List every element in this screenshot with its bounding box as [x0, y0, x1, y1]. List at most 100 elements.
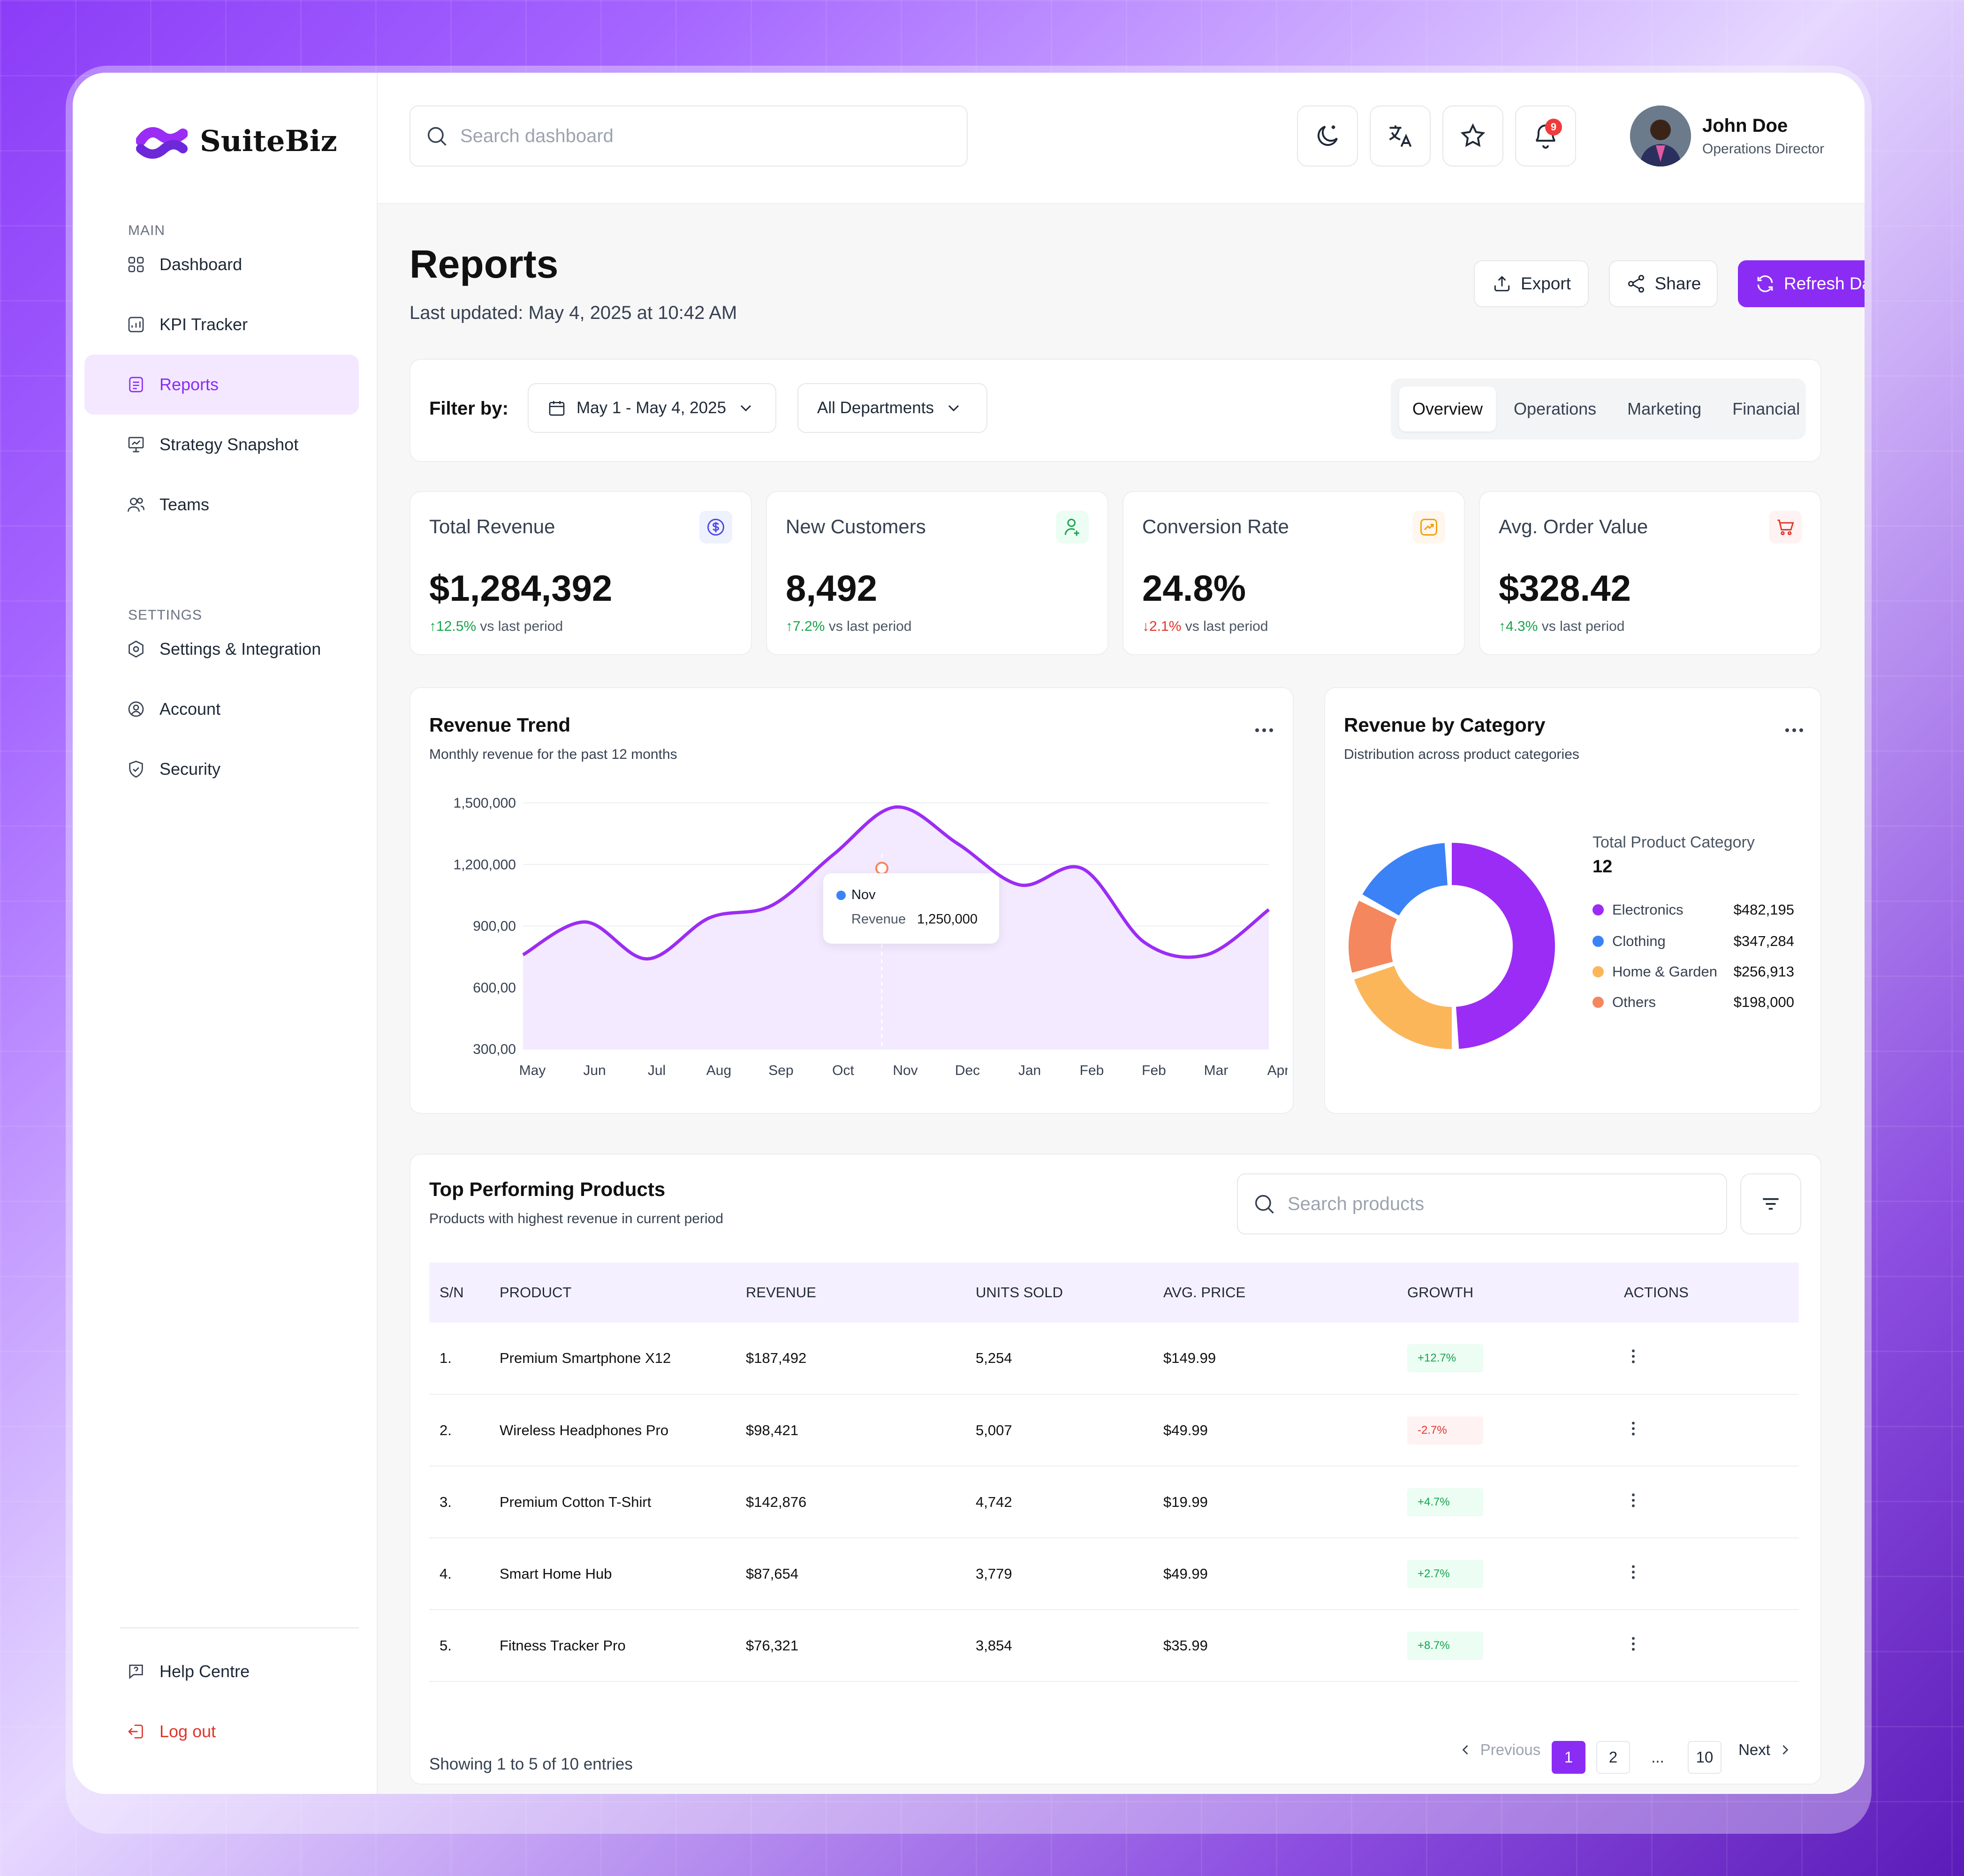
sidebar-item-security[interactable]: Security	[84, 739, 359, 799]
tab-marketing[interactable]: Marketing	[1627, 399, 1702, 418]
gear-icon	[129, 640, 144, 658]
sidebar-item-kpi-tracker[interactable]: KPI Tracker	[84, 295, 359, 355]
revenue-category-title: Revenue by Category	[1344, 714, 1546, 736]
legend-item: Others $198,000	[1592, 994, 1794, 1011]
revenue-trend-subtitle: Monthly revenue for the past 12 months	[429, 747, 677, 762]
share-icon	[1628, 275, 1644, 293]
row-units: 4,742	[976, 1466, 1163, 1538]
brand-logo[interactable]: SuiteBiz	[136, 120, 337, 162]
legend-label: Electronics	[1612, 901, 1683, 918]
product-search-bar[interactable]	[1237, 1173, 1727, 1234]
row-actions	[1624, 1466, 1799, 1538]
product-search-input[interactable]	[1288, 1193, 1710, 1215]
notifications-button[interactable]: 9	[1515, 106, 1576, 166]
more-options-icon[interactable]	[1252, 726, 1276, 735]
y-tick-label: 1,500,000	[454, 795, 516, 811]
y-tick-label: 900,00	[473, 919, 516, 934]
previous-label: Previous	[1480, 1741, 1541, 1758]
column-header[interactable]: GROWTH	[1407, 1263, 1624, 1323]
tooltip-dot	[836, 890, 846, 900]
nav-section-settings: SETTINGS	[128, 607, 203, 623]
user-profile[interactable]: John Doe Operations Director	[1630, 106, 1824, 166]
pagination-page[interactable]: 10	[1688, 1741, 1721, 1774]
column-header[interactable]: AVG. PRICE	[1163, 1263, 1407, 1323]
moon-icon	[1317, 125, 1338, 146]
column-header[interactable]: UNITS SOLD	[976, 1263, 1163, 1323]
chevron-down-icon	[740, 405, 751, 412]
row-units: 3,779	[976, 1538, 1163, 1610]
brand-name: SuiteBiz	[200, 123, 337, 158]
active-point[interactable]	[875, 862, 888, 875]
sidebar-item-account[interactable]: Account	[84, 679, 359, 739]
sidebar-item-logout[interactable]: Log out	[84, 1702, 359, 1762]
legend-dot	[1592, 966, 1604, 977]
revenue-category-donut	[1349, 843, 1555, 1049]
kebab-menu-icon[interactable]	[1624, 1347, 1643, 1366]
pagination-page[interactable]: 2	[1596, 1741, 1630, 1774]
legend-item: Electronics $482,195	[1592, 901, 1794, 918]
row-units: 5,007	[976, 1394, 1163, 1467]
export-button[interactable]: Export	[1474, 260, 1589, 307]
tab-financial[interactable]: Financial	[1732, 399, 1800, 418]
column-header[interactable]: PRODUCT	[500, 1263, 746, 1323]
user-name: John Doe	[1702, 115, 1788, 136]
donut-slice-home-garden[interactable]	[1354, 965, 1453, 1049]
kebab-menu-icon[interactable]	[1624, 1491, 1643, 1510]
kebab-menu-icon[interactable]	[1624, 1419, 1643, 1438]
row-growth: +4.7%	[1407, 1466, 1624, 1538]
pagination-previous[interactable]: Previous	[1452, 1741, 1546, 1759]
pagination-next[interactable]: Next	[1731, 1741, 1801, 1759]
revenue-trend-title: Revenue Trend	[429, 714, 571, 736]
refresh-data-button[interactable]: Refresh Data	[1738, 260, 1865, 307]
sidebar-item-dashboard[interactable]: Dashboard	[84, 234, 359, 295]
sidebar-item-teams[interactable]: Teams	[84, 475, 359, 535]
topbar: 9 John Doe Operations Director	[378, 73, 1865, 204]
user-plus-icon	[1056, 511, 1089, 544]
search-icon	[427, 127, 447, 146]
more-options-icon[interactable]	[1782, 726, 1806, 735]
row-price: $49.99	[1163, 1538, 1407, 1610]
kpi-card-new-customers: New Customers 8,492 ↑7.2% vs last period	[766, 491, 1108, 655]
kebab-menu-icon[interactable]	[1624, 1634, 1643, 1653]
entries-info: Showing 1 to 5 of 10 entries	[429, 1755, 633, 1773]
notification-count-badge: 9	[1545, 119, 1562, 136]
tab-overview[interactable]: Overview	[1399, 386, 1496, 431]
search-bar[interactable]	[409, 106, 968, 166]
kebab-menu-icon[interactable]	[1624, 1563, 1643, 1581]
pagination-page[interactable]: 1	[1552, 1741, 1585, 1774]
column-header[interactable]: REVENUE	[746, 1263, 976, 1323]
sidebar-item-strategy-snapshot[interactable]: Strategy Snapshot	[84, 415, 359, 475]
share-button[interactable]: Share	[1609, 260, 1718, 307]
dollar-icon	[699, 511, 732, 544]
tab-operations[interactable]: Operations	[1514, 399, 1597, 418]
trend-icon	[1412, 511, 1445, 544]
kpi-change-percent: 4.3%	[1506, 619, 1538, 634]
filter-button[interactable]	[1740, 1173, 1801, 1234]
sidebar-item-settings[interactable]: Settings & Integration	[84, 619, 359, 679]
row-sn: 3.	[429, 1466, 500, 1538]
row-sn: 4.	[429, 1538, 500, 1610]
row-actions	[1624, 1394, 1799, 1467]
donut-slice-others[interactable]	[1349, 900, 1397, 973]
donut-slice-clothing[interactable]	[1362, 843, 1448, 916]
sidebar-item-reports[interactable]: Reports	[84, 355, 359, 415]
favorites-button[interactable]	[1442, 106, 1503, 166]
sidebar-item-help[interactable]: Help Centre	[84, 1642, 359, 1702]
table-row: 2. Wireless Headphones Pro $98,421 5,007 $49…	[429, 1394, 1799, 1467]
kpi-change: ↑4.3% vs last period	[1499, 619, 1624, 635]
date-range-dropdown[interactable]: May 1 - May 4, 2025	[528, 383, 776, 433]
x-tick-label: Jun	[583, 1063, 606, 1078]
theme-toggle-button[interactable]	[1297, 106, 1358, 166]
legend-label: Clothing	[1612, 933, 1666, 949]
growth-badge: +8.7%	[1407, 1631, 1483, 1660]
donut-slice-electronics[interactable]	[1451, 843, 1555, 1049]
department-dropdown[interactable]: All Departments	[797, 383, 987, 433]
report-tabs: Overview Operations Marketing Financial	[1391, 378, 1806, 439]
language-button[interactable]	[1370, 106, 1431, 166]
row-product: Wireless Headphones Pro	[500, 1394, 746, 1467]
calendar-icon	[549, 401, 565, 416]
kpi-title: Avg. Order Value	[1499, 515, 1648, 537]
search-input[interactable]	[460, 125, 882, 147]
row-revenue: $98,421	[746, 1394, 976, 1467]
sidebar-item-label: Reports	[159, 375, 219, 394]
